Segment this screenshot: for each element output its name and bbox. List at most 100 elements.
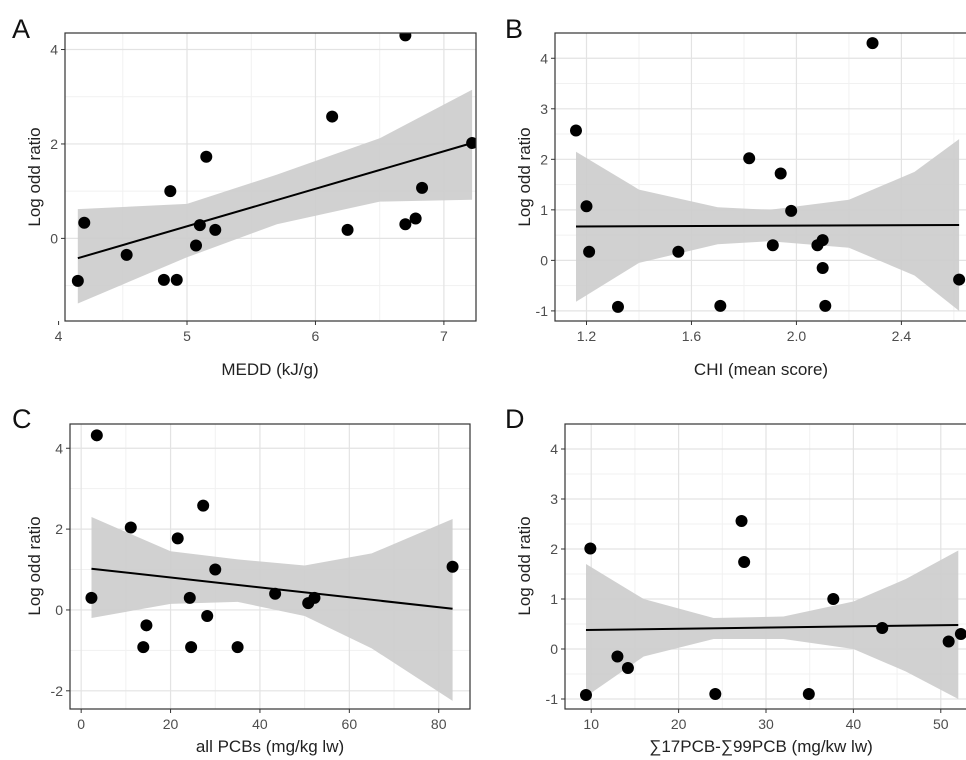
data-point bbox=[171, 532, 184, 545]
x-tick-label: 1.6 bbox=[682, 328, 702, 344]
y-tick-label: 4 bbox=[55, 440, 63, 456]
x-tick-label: 0 bbox=[77, 716, 85, 732]
regression-line bbox=[77, 142, 473, 260]
y-tick-label: 2 bbox=[50, 136, 58, 152]
data-point bbox=[269, 587, 282, 600]
panel-border bbox=[69, 423, 471, 710]
data-point bbox=[90, 429, 103, 442]
data-point bbox=[120, 248, 133, 261]
y-tick-label: -2 bbox=[51, 683, 64, 699]
data-point bbox=[466, 137, 476, 150]
y-tick-label: 1 bbox=[550, 591, 558, 607]
y-tick-label: 4 bbox=[50, 42, 58, 58]
data-point bbox=[183, 591, 196, 604]
data-point bbox=[569, 124, 582, 137]
y-tick-label: 2 bbox=[540, 151, 548, 167]
data-point bbox=[124, 521, 137, 534]
panel-c: 0 20 40 60 80 -2 0 2 4 all PCBs (mg/kg lw) Log odd… bbox=[12, 404, 471, 756]
x-tick-label: 20 bbox=[671, 716, 687, 732]
confidence-band bbox=[77, 89, 473, 304]
panel-letter: B bbox=[505, 14, 523, 44]
data-point bbox=[78, 216, 91, 229]
data-point bbox=[446, 560, 459, 573]
data-point bbox=[185, 641, 198, 654]
y-tick-label: -1 bbox=[536, 303, 549, 319]
x-tick-label: 4 bbox=[55, 328, 63, 344]
x-tick-label: 80 bbox=[431, 716, 447, 732]
panel-b: 1.2 1.6 2.0 2.4 -1 0 1 2 3 4 CHI (mean score) Log o… bbox=[505, 14, 966, 379]
data-point bbox=[326, 110, 339, 123]
data-point bbox=[743, 152, 756, 165]
x-tick-label: 40 bbox=[846, 716, 862, 732]
data-point bbox=[580, 200, 593, 213]
y-tick-label: 1 bbox=[540, 202, 548, 218]
x-axis-title: all PCBs (mg/kg lw) bbox=[196, 737, 344, 756]
plot-area bbox=[71, 33, 476, 304]
data-point bbox=[584, 542, 597, 555]
x-tick-label: 2.4 bbox=[892, 328, 912, 344]
data-point bbox=[583, 245, 596, 258]
data-point bbox=[71, 274, 84, 287]
data-point bbox=[714, 299, 727, 312]
data-point bbox=[819, 299, 832, 312]
data-point bbox=[774, 167, 787, 180]
y-tick-label: -1 bbox=[546, 691, 559, 707]
data-point bbox=[827, 593, 840, 605]
data-point bbox=[709, 688, 722, 700]
data-point bbox=[766, 239, 779, 252]
data-point bbox=[164, 185, 177, 198]
data-point bbox=[85, 591, 98, 604]
y-tick-label: 0 bbox=[540, 252, 548, 268]
data-point bbox=[416, 181, 429, 194]
x-tick-label: 10 bbox=[583, 716, 599, 732]
data-point bbox=[137, 641, 150, 654]
data-point bbox=[209, 563, 222, 576]
plot-area bbox=[85, 429, 459, 701]
x-tick-label: 5 bbox=[183, 328, 191, 344]
data-point bbox=[201, 610, 214, 623]
data-point bbox=[672, 245, 685, 258]
x-tick-label: 50 bbox=[933, 716, 949, 732]
x-tick-label: 1.2 bbox=[577, 328, 597, 344]
data-point bbox=[399, 33, 412, 42]
plot-area bbox=[569, 37, 966, 313]
x-tick-label: 6 bbox=[312, 328, 320, 344]
data-point bbox=[209, 223, 222, 236]
panel-a: 4 5 6 7 0 2 4 MEDD (kJ/g) Log odd ratio A bbox=[12, 14, 477, 379]
data-point bbox=[579, 689, 592, 701]
data-point bbox=[611, 300, 624, 313]
confidence-band bbox=[91, 517, 453, 701]
panel-d: 10 20 30 40 50 -1 0 1 2 3 4 ∑17PCB-∑99PCB (mg/kw lw… bbox=[505, 404, 966, 756]
y-tick-label: 2 bbox=[550, 541, 558, 557]
x-tick-label: 20 bbox=[163, 716, 179, 732]
x-tick-label: 2.0 bbox=[787, 328, 807, 344]
plot-area bbox=[579, 515, 966, 701]
x-tick-label: 30 bbox=[758, 716, 774, 732]
panel-border bbox=[64, 32, 477, 322]
data-point bbox=[190, 239, 203, 252]
y-tick-label: 0 bbox=[550, 641, 558, 657]
data-point bbox=[611, 650, 624, 663]
data-point bbox=[816, 261, 829, 274]
panel-letter: C bbox=[12, 404, 32, 434]
data-point bbox=[140, 619, 153, 632]
y-tick-label: 2 bbox=[55, 521, 63, 537]
data-point bbox=[409, 212, 422, 225]
plot-background bbox=[555, 33, 966, 321]
data-point bbox=[197, 499, 210, 512]
regression-line bbox=[585, 624, 959, 631]
y-tick-label: 4 bbox=[550, 441, 558, 457]
y-tick-label: 3 bbox=[550, 491, 558, 507]
data-point bbox=[399, 218, 412, 231]
x-axis-title: MEDD (kJ/g) bbox=[221, 360, 318, 379]
data-point bbox=[785, 204, 798, 217]
data-point bbox=[802, 688, 815, 700]
data-point bbox=[866, 37, 879, 50]
y-axis-title: Log odd ratio bbox=[515, 516, 534, 615]
x-axis-title: ∑17PCB-∑99PCB (mg/kw lw) bbox=[649, 737, 873, 756]
data-point bbox=[157, 273, 170, 286]
y-tick-label: 4 bbox=[540, 50, 548, 66]
data-point bbox=[735, 515, 748, 527]
y-axis-title: Log odd ratio bbox=[515, 127, 534, 226]
